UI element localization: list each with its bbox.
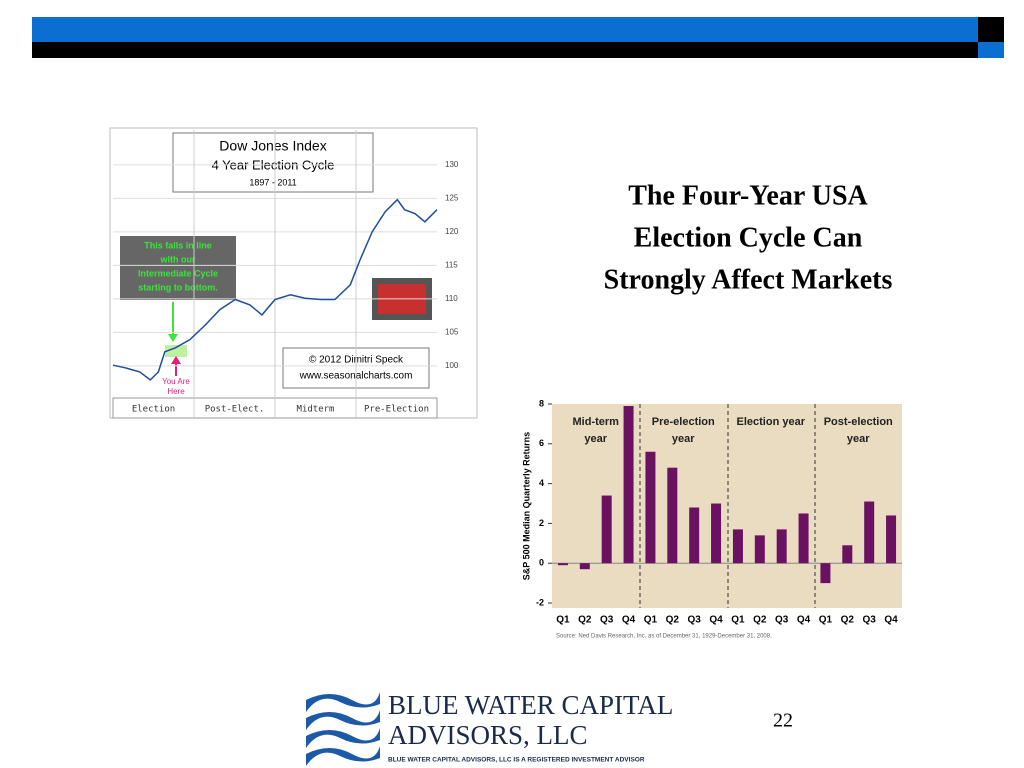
x-section-label: Pre-Election [364, 405, 429, 415]
marker-highlight [165, 345, 187, 357]
x-tick-label: Q2 [841, 615, 855, 626]
y-tick-label: 4 [539, 478, 544, 488]
logo-name: ADVISORS, LLC [388, 720, 588, 750]
note-text: starting to bottom. [138, 282, 218, 292]
note-box [120, 236, 236, 300]
x-tick-label: Q1 [556, 615, 570, 626]
slide-title: The Four-Year USA [628, 180, 868, 211]
chart-title: Dow Jones Index [219, 138, 326, 154]
y-tick-label: 110 [445, 294, 458, 303]
group-label: Pre-election [652, 416, 715, 428]
x-tick-label: Q3 [775, 615, 789, 626]
bar [579, 563, 590, 570]
chart-period: 1897 - 2011 [249, 177, 296, 187]
page-number: 22 [773, 710, 793, 732]
marker-text: You Are [162, 377, 190, 386]
y-tick-label: 125 [445, 193, 459, 202]
x-tick-label: Q2 [753, 615, 767, 626]
bar [667, 467, 678, 564]
note-text: with our [160, 254, 196, 264]
y-axis-label: S&P 500 Median Quarterly Returns [521, 432, 531, 580]
y-tick-label: 2 [539, 518, 544, 528]
bar [557, 563, 568, 566]
header-square [978, 42, 1004, 58]
group-label: Mid-term [573, 416, 620, 428]
bar [886, 515, 897, 564]
x-section-label: Post-Elect. [205, 405, 265, 415]
bar [601, 495, 612, 564]
marker-arrow-head [171, 356, 181, 364]
y-tick-label: 120 [445, 227, 459, 236]
logo-name: BLUE WATER CAPITAL [388, 690, 673, 720]
group-label: year [672, 433, 695, 445]
x-tick-label: Q1 [731, 615, 745, 626]
y-tick-label: 105 [445, 327, 459, 336]
y-tick-label: -2 [536, 597, 544, 607]
source: Source: Ned Davis Research, Inc. as of D… [556, 634, 772, 640]
line [112, 198, 438, 381]
x-tick-label: Q3 [600, 615, 614, 626]
bar [820, 563, 831, 584]
x-tick-label: Q3 [863, 615, 877, 626]
x-tick-label: Q4 [884, 615, 898, 626]
bar [689, 507, 700, 564]
x-tick-label: Q2 [578, 615, 592, 626]
note-text: Intermediate Cycle [138, 268, 218, 278]
x-tick-label: Q4 [797, 615, 811, 626]
bar [798, 513, 809, 564]
x-tick-label: Q1 [819, 615, 833, 626]
bar [711, 503, 722, 564]
bar [754, 535, 765, 564]
header-square [978, 17, 1004, 42]
logo-tagline: BLUE WATER CAPITAL ADVISORS, LLC IS A RE… [388, 757, 645, 764]
y-tick-label: 0 [539, 558, 544, 568]
y-tick-label: 100 [445, 361, 459, 370]
x-tick-label: Q2 [666, 615, 680, 626]
slide-title: Strongly Affect Markets [604, 264, 893, 295]
group-label: year [584, 433, 607, 445]
bar [732, 529, 743, 564]
marker-text: Here [167, 387, 185, 396]
x-tick-label: Q3 [688, 615, 702, 626]
x-section-label: Midterm [297, 405, 335, 415]
header-band-dark [32, 42, 978, 58]
group-label: Election year [737, 416, 806, 428]
bar [842, 545, 853, 564]
y-tick-label: 130 [445, 160, 459, 169]
y-tick-label: 6 [539, 438, 544, 448]
title-box [172, 132, 374, 193]
note-arrow-head [168, 334, 178, 342]
header-band [32, 17, 978, 42]
note-text: This falls in line [144, 240, 212, 250]
x-tick-label: Q4 [622, 615, 636, 626]
y-tick-label: 115 [445, 260, 458, 269]
y-tick-label: 8 [539, 398, 544, 408]
x-section-label: Election [132, 405, 175, 415]
group-label: year [847, 433, 870, 445]
bar [864, 501, 875, 564]
x-tick-label: Q1 [644, 615, 658, 626]
bar [645, 451, 656, 564]
group-label: Post-election [824, 416, 893, 428]
logo-waves [306, 692, 380, 766]
slide-title: Election Cycle Can [634, 222, 863, 253]
bar [623, 405, 634, 564]
x-tick-label: Q4 [709, 615, 723, 626]
bar [776, 529, 787, 564]
